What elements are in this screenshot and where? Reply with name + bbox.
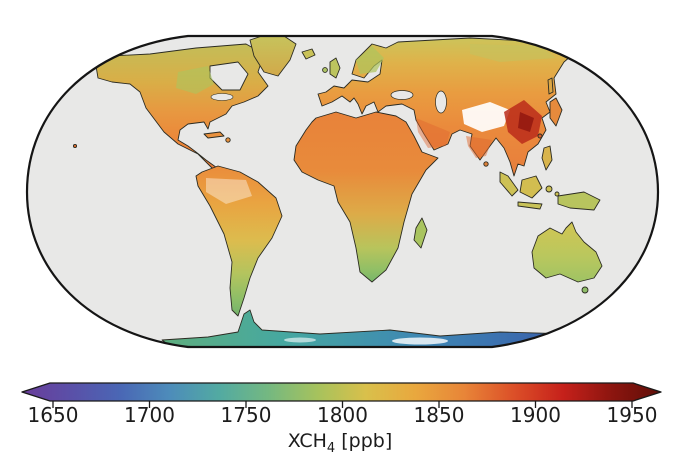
great-lakes: [210, 93, 234, 101]
siberia-green-patch: [470, 44, 556, 62]
great-britain: [329, 57, 341, 79]
scandinavia-green-patch: [356, 46, 384, 74]
hispaniola: [225, 137, 231, 143]
colorbar-label: XCH4 [ppb]: [287, 430, 393, 456]
continent-africa: [293, 111, 439, 283]
hawaii: [72, 143, 78, 149]
globe-outline: [25, 34, 660, 349]
continent-australia: [531, 221, 603, 283]
ireland: [322, 67, 328, 73]
japan: [549, 97, 563, 127]
colorbar-tick-1800: 1800: [317, 403, 368, 427]
iceland: [301, 48, 316, 60]
java: [517, 201, 543, 210]
amazon-nodata-patch: [206, 178, 252, 204]
colorbar-tick-1650: 1650: [27, 403, 79, 427]
taiwan: [537, 133, 543, 139]
philippines: [541, 145, 553, 171]
cuba: [203, 131, 225, 139]
colorbar-svg: [21, 382, 662, 408]
caspian-sea: [435, 90, 447, 114]
new-guinea: [557, 191, 601, 211]
new-zealand-north: [625, 279, 639, 297]
antarctica-ice-patch-1: [392, 337, 448, 345]
continent-eurasia: [317, 37, 579, 177]
borneo: [519, 175, 543, 199]
antarctica-ice-patch-3: [284, 337, 316, 343]
colorbar-tick-1850: 1850: [413, 403, 465, 427]
greenland: [249, 36, 297, 77]
world-map-container: [25, 34, 660, 349]
new-zealand-south: [615, 293, 629, 311]
continent-south-america: [195, 165, 283, 317]
east-china-hotspot-core: [518, 112, 534, 132]
moluccas: [554, 191, 560, 197]
canada-green-patch: [176, 66, 214, 94]
colorbar-tick-1900: 1900: [510, 403, 561, 427]
sumatra: [499, 171, 519, 197]
tasmania: [581, 286, 589, 294]
black-sea: [390, 90, 414, 100]
sri-lanka: [483, 161, 489, 167]
world-map: [25, 34, 660, 349]
sakhalin: [547, 77, 554, 95]
colorbar-gradient-bar: [21, 382, 662, 402]
middle-east-hotspot: [416, 118, 450, 148]
colorbar-label-subscript: 4: [326, 440, 336, 456]
tibet-nodata-patch: [462, 102, 510, 132]
colorbar-tick-1750: 1750: [220, 403, 272, 427]
india-hotspot: [466, 136, 492, 158]
colorbar: 1650 1700 1750 1800 1850 1900 1950 XCH4 …: [0, 370, 680, 464]
madagascar: [413, 217, 428, 249]
colorbar-tick-1700: 1700: [124, 403, 175, 427]
colorbar-tick-marks: [52, 401, 633, 408]
continent-antarctica: [161, 309, 643, 347]
colorbar-tick-1950: 1950: [606, 403, 658, 427]
sulawesi: [545, 185, 553, 193]
